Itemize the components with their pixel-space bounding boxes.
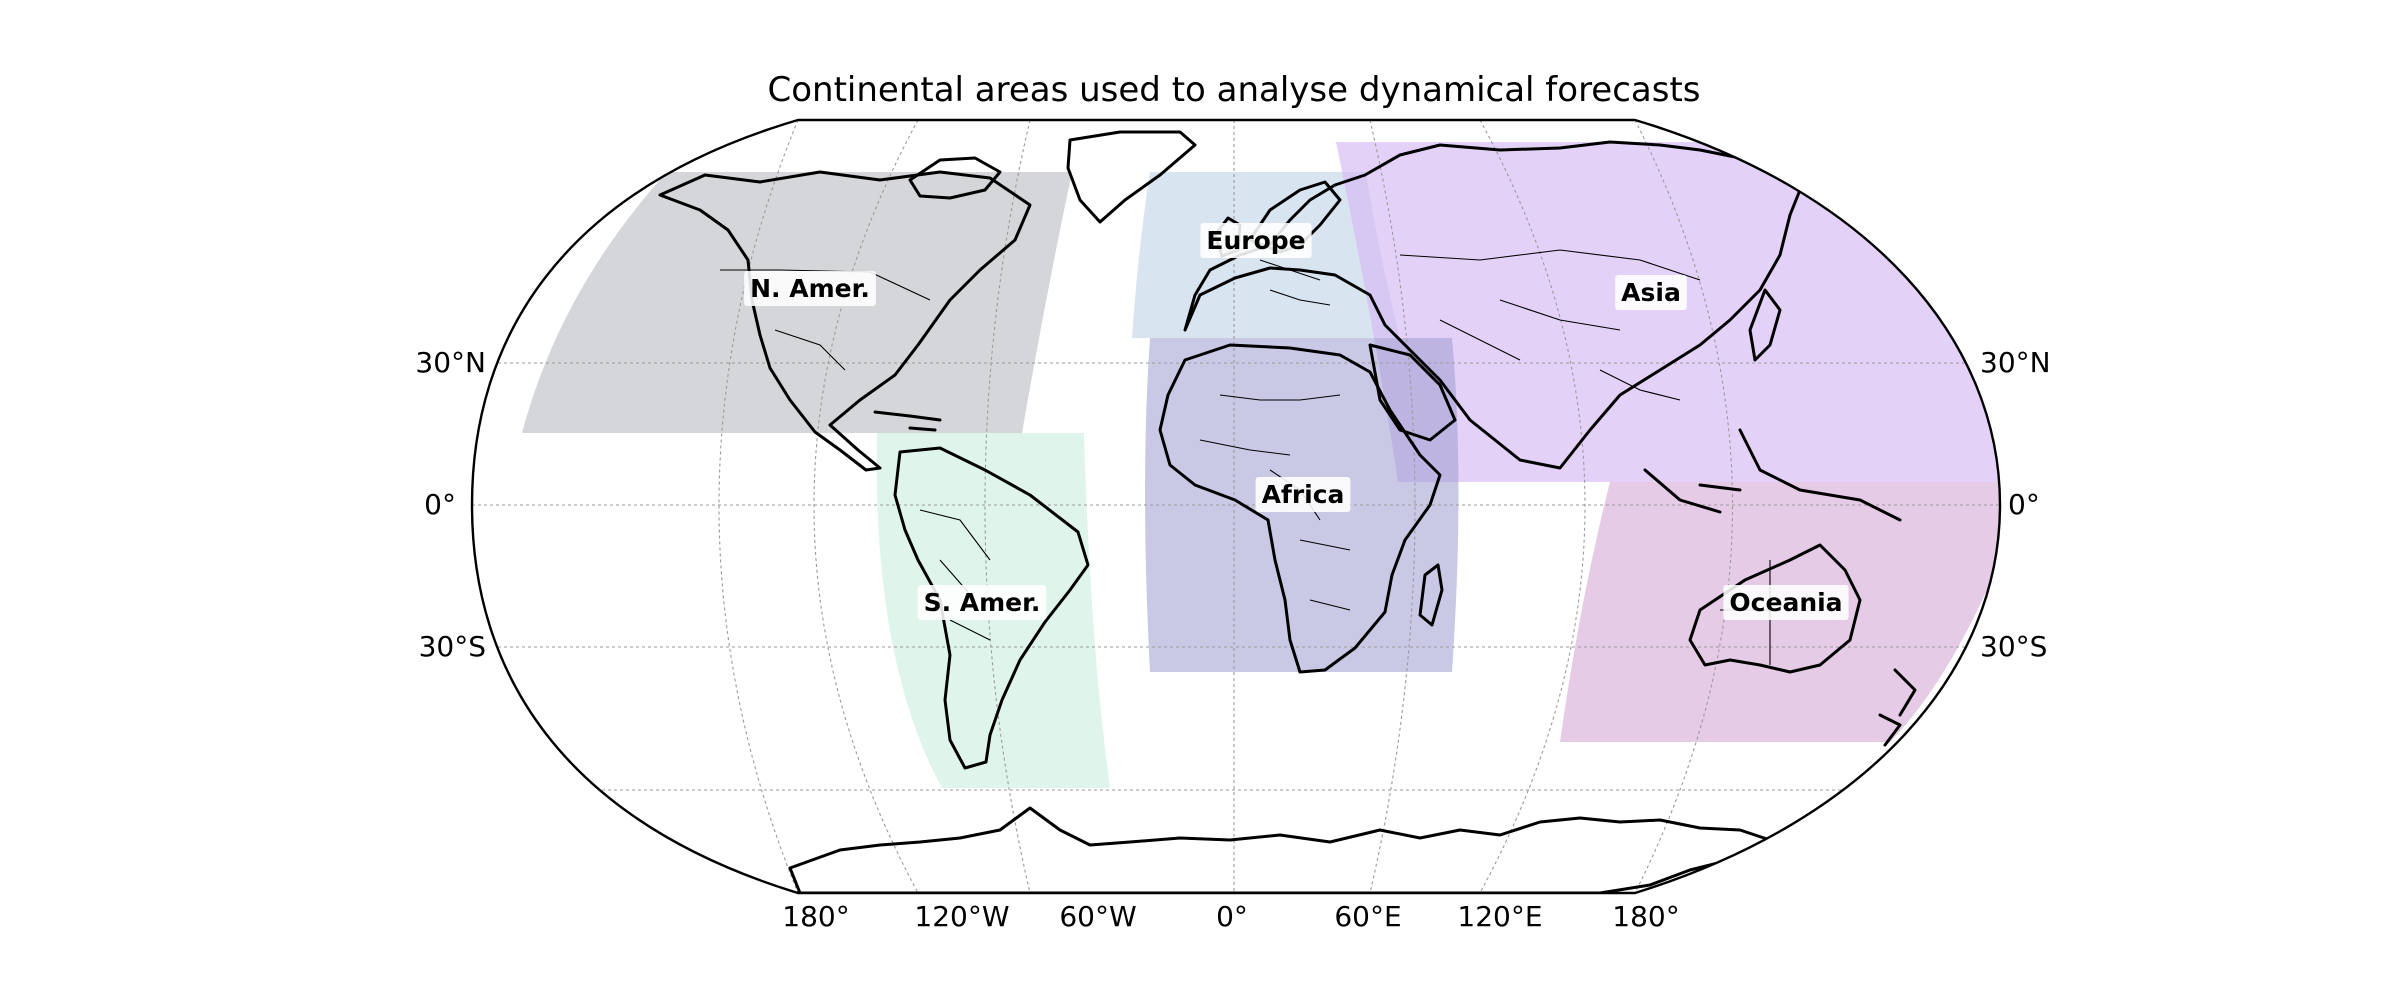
lat-label-right-0: 0° <box>2008 488 2040 521</box>
australia-coast <box>1688 543 1862 674</box>
eurasia-coast <box>1183 140 1802 470</box>
south-america-coast <box>893 446 1090 770</box>
japan-coast <box>1748 288 1782 362</box>
madagascar-coast <box>1418 563 1444 627</box>
lon-label-60w: 60°W <box>1059 900 1136 933</box>
region-label-n-amer: N. Amer. <box>744 271 876 306</box>
region-label-text: Asia <box>1621 278 1681 307</box>
lon-label-180e: 180° <box>1612 900 1679 933</box>
region-label-text: Africa <box>1262 480 1345 509</box>
caribbean-islands <box>873 410 942 432</box>
latitude-labels-right: 30°N 0° 30°S <box>1980 346 2051 663</box>
new-zealand-coast <box>1878 668 1917 747</box>
region-label-europe: Europe <box>1200 223 1312 258</box>
africa-coast <box>1158 343 1442 674</box>
chart-title: Continental areas used to analyse dynami… <box>767 70 1700 110</box>
region-labels: N. Amer. Europe Asia Africa S. Amer. Oceania <box>744 223 1849 620</box>
lon-label-0: 0° <box>1216 900 1248 933</box>
arabia-coast <box>1368 343 1457 442</box>
map-frame <box>470 118 2002 895</box>
latitude-labels-left: 30°N 0° 30°S <box>415 346 486 663</box>
region-label-oceania: Oceania <box>1723 585 1849 620</box>
region-label-background <box>917 585 1047 620</box>
lon-label-180w: 180° <box>782 900 849 933</box>
lat-label-right-30n: 30°N <box>1980 346 2051 379</box>
maritime-se-asia <box>1643 428 1902 522</box>
north-america-coast <box>658 170 1032 472</box>
region-label-background <box>1615 275 1687 310</box>
region-label-text: N. Amer. <box>750 274 870 303</box>
country-borders <box>720 249 1780 665</box>
greenland-coast <box>1066 130 1197 224</box>
lat-label-right-30s: 30°S <box>1980 630 2047 663</box>
lon-label-120e: 120°E <box>1457 900 1542 933</box>
region-label-africa: Africa <box>1255 477 1351 512</box>
region-label-asia: Asia <box>1615 275 1687 310</box>
region-label-text: Oceania <box>1729 588 1842 617</box>
lat-label-left-30n: 30°N <box>415 346 486 379</box>
graticule <box>472 120 2000 893</box>
lat-label-left-0: 0° <box>424 488 456 521</box>
coastlines <box>658 130 1917 893</box>
arctic-islands <box>908 156 1002 200</box>
region-label-text: S. Amer. <box>924 588 1041 617</box>
region-label-background <box>1723 585 1849 620</box>
region-label-background <box>744 271 876 306</box>
region-asia <box>1336 142 2000 482</box>
region-label-s-amer: S. Amer. <box>917 585 1047 620</box>
region-label-text: Europe <box>1206 226 1305 255</box>
region-label-background <box>1255 477 1351 512</box>
region-label-background <box>1200 223 1312 258</box>
longitude-labels: 180° 120°W 60°W 0° 60°E 120°E 180° <box>782 900 1679 933</box>
lat-label-left-30s: 30°S <box>419 630 486 663</box>
antarctica-coast <box>788 806 1772 893</box>
lon-label-120w: 120°W <box>914 900 1009 933</box>
lon-label-60e: 60°E <box>1334 900 1401 933</box>
